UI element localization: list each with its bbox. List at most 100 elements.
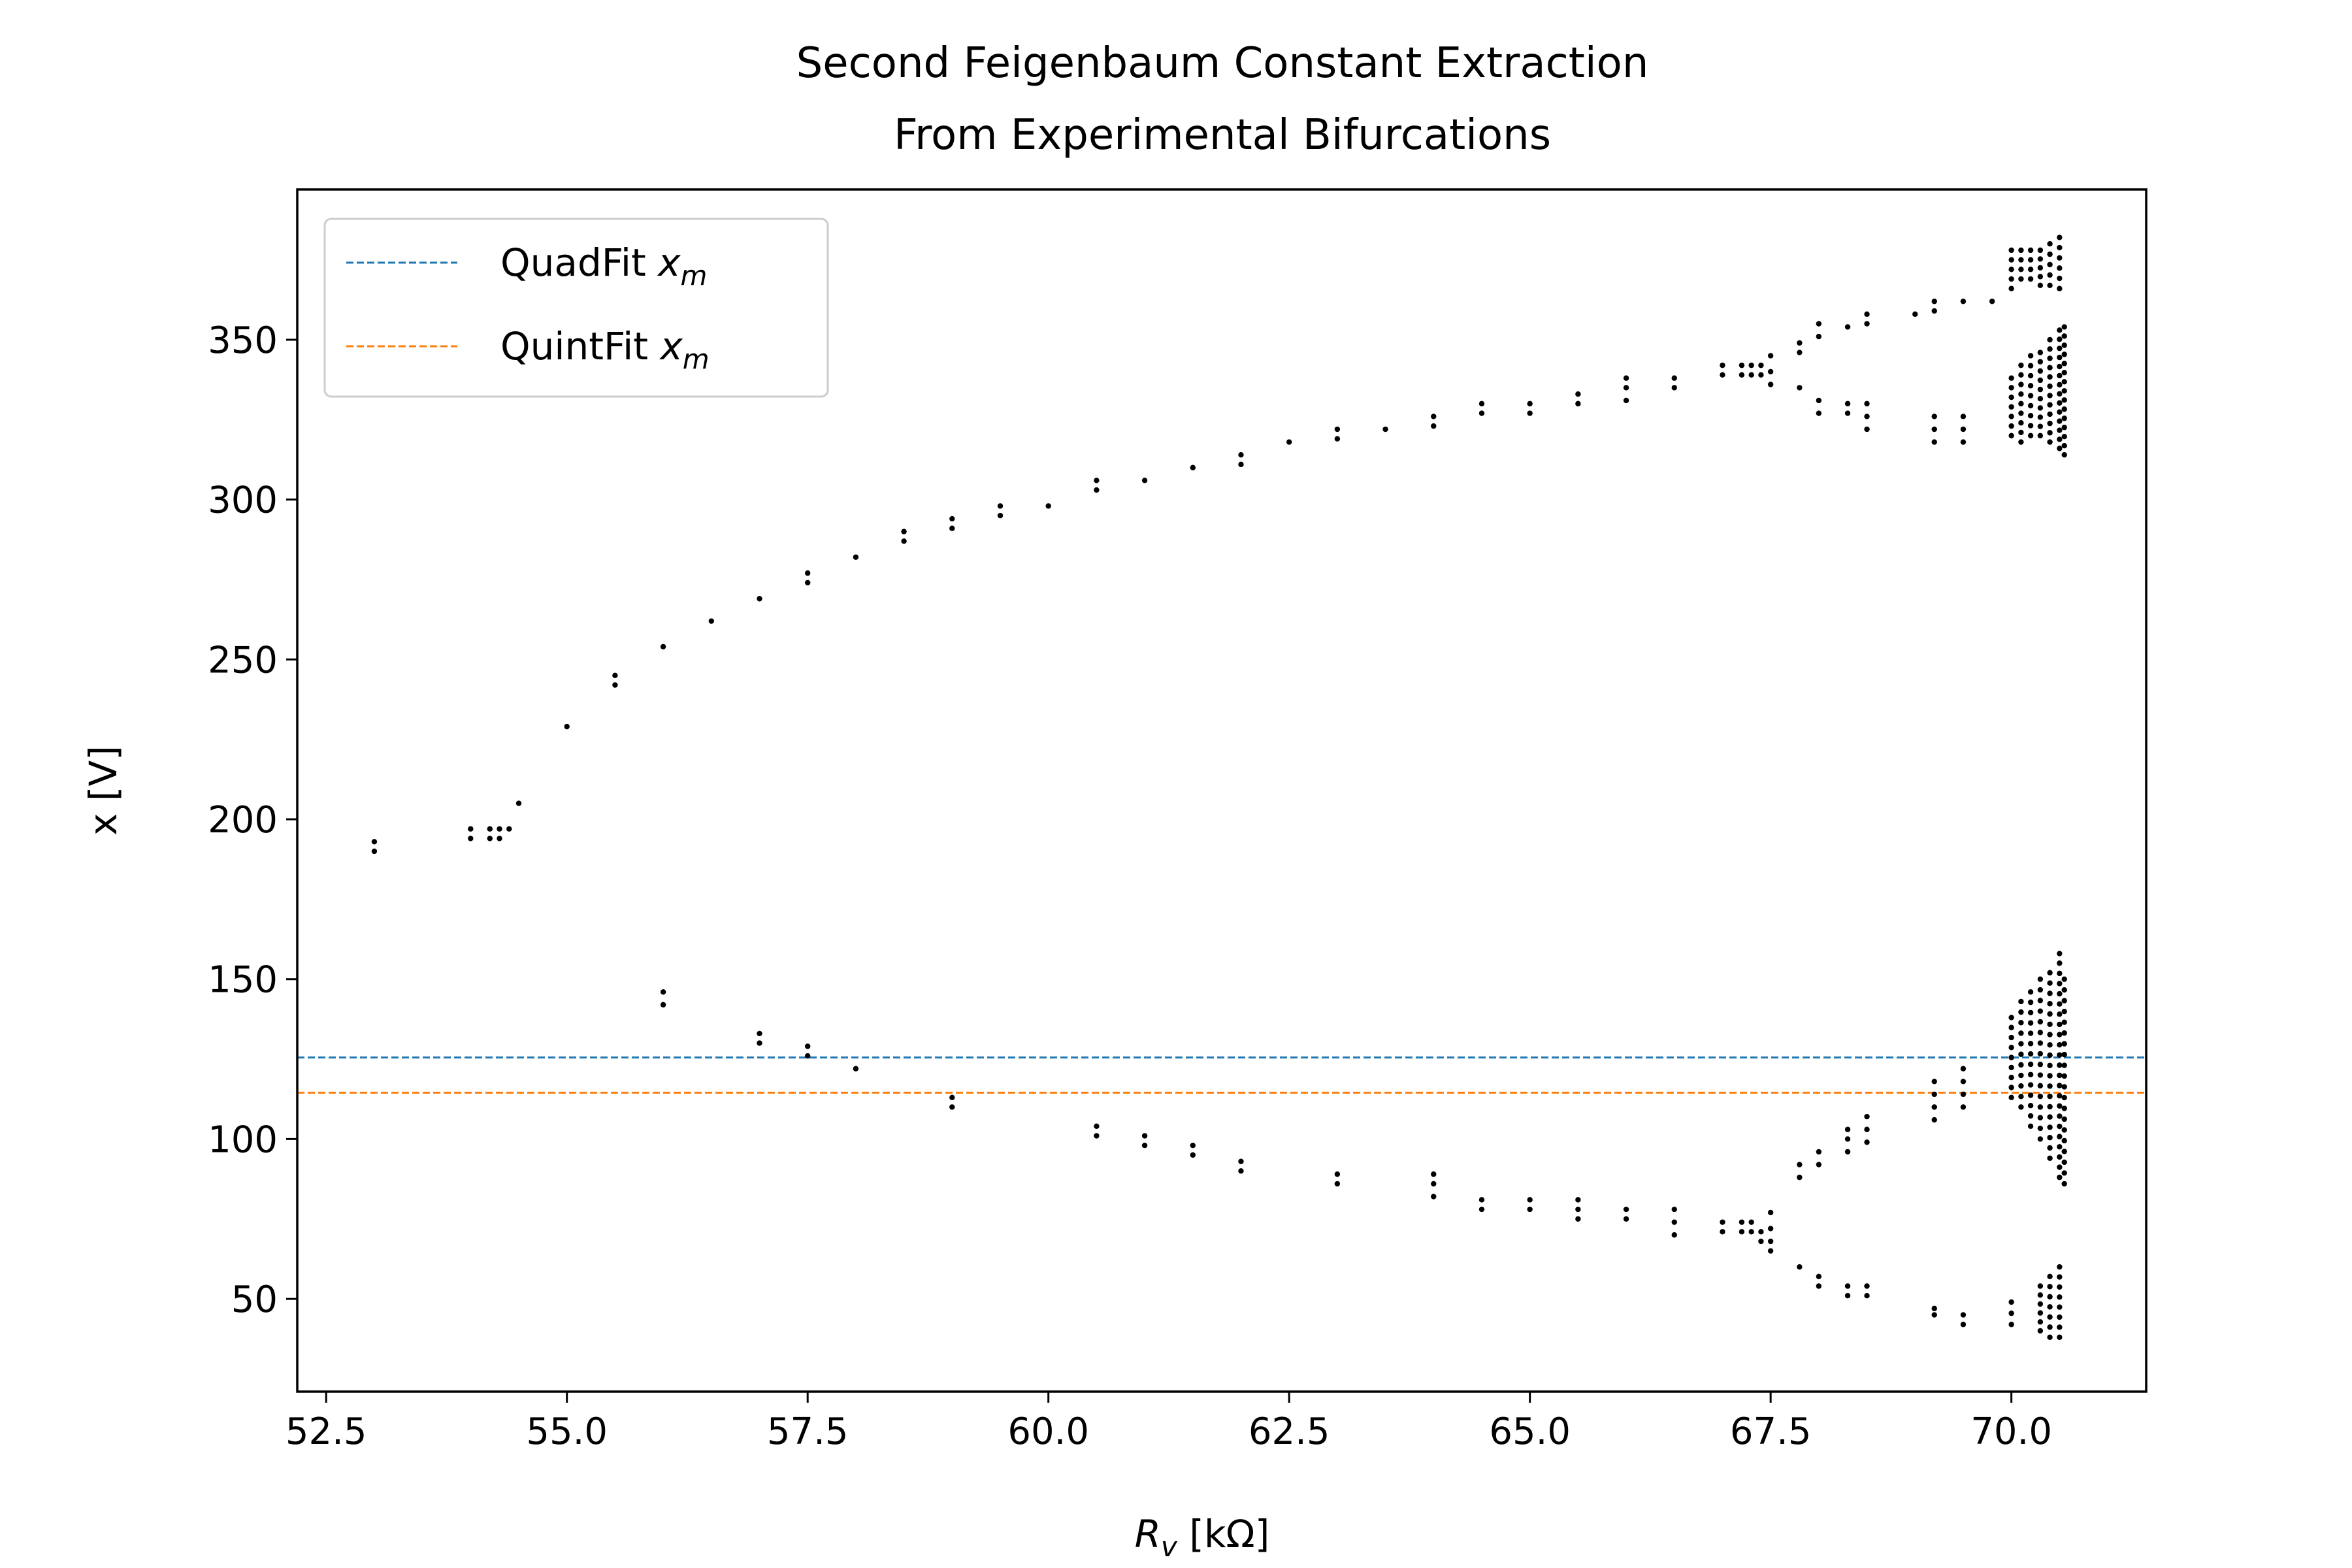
data-point [2047,1093,2053,1100]
data-point [1720,1229,1725,1235]
data-point [1748,372,1754,378]
data-point [2047,1273,2053,1280]
data-point [2057,970,2063,977]
x-tick-label: 57.5 [767,1411,849,1453]
data-point [757,1030,762,1037]
data-point [1671,1232,1677,1238]
data-point [1797,1162,1803,1168]
data-point [2008,414,2014,419]
data-point [2061,324,2067,330]
data-point [2037,359,2044,365]
data-point [1797,385,1803,391]
data-point [1816,1283,1822,1289]
data-point [2057,1062,2063,1068]
data-point [2057,418,2063,424]
data-point [2061,1008,2067,1015]
y-tick-label: 300 [208,480,278,522]
chart-title-line-1: Second Feigenbaum Constant Extraction [796,39,1649,88]
data-point [2037,1292,2044,1298]
data-point [1960,426,1967,433]
data-point [2008,276,2014,282]
data-point [2018,276,2024,282]
data-point [2057,981,2063,987]
data-point [2057,382,2063,388]
data-point [2027,1103,2034,1109]
data-point [2047,393,2053,399]
data-point [1960,1322,1967,1328]
data-point [2027,1020,2034,1026]
data-point [2057,1284,2063,1290]
data-point [2027,1030,2034,1036]
legend-label-quintfit-main: QuintFit [500,324,660,368]
data-point [2027,1113,2034,1119]
data-point [2047,1052,2053,1058]
data-point [2018,267,2024,272]
data-point [2047,1073,2053,1079]
data-point [2018,1083,2024,1089]
data-point [2027,1123,2034,1130]
data-point [1478,400,1485,407]
data-point [1431,1171,1437,1177]
data-point [2061,998,2067,1004]
data-point [2061,351,2067,357]
data-point [1238,1168,1244,1174]
data-point [1575,1216,1581,1222]
data-point [2047,1001,2053,1007]
data-point [2057,1001,2063,1007]
data-point [1094,1123,1100,1130]
data-point [1960,299,1967,304]
data-point [2027,433,2034,439]
data-point [2037,396,2044,402]
data-point [1739,372,1745,378]
data-point [506,826,512,832]
data-point [2037,1062,2044,1068]
data-point [2061,1116,2067,1122]
data-point [1478,1206,1485,1213]
data-point [2008,1299,2014,1305]
data-point [1931,308,1937,314]
data-point [1739,362,1745,368]
data-point [949,525,955,531]
data-point [2057,1154,2063,1160]
data-point [515,800,522,806]
data-point [1960,1104,1967,1110]
data-point [853,554,859,560]
data-point [2008,404,2014,410]
data-point [1286,439,1292,445]
data-point [2047,1155,2053,1161]
data-point [1797,340,1803,346]
data-point [1334,1171,1341,1177]
x-tick-label: 62.5 [1249,1411,1330,1453]
data-point [468,836,474,841]
data-point [1671,375,1677,381]
data-point [1864,1113,1870,1120]
data-point [2027,383,2034,389]
data-point [2061,1181,2067,1187]
data-point [1816,321,1822,327]
data-point [1431,1181,1437,1187]
data-point [1816,1273,1822,1280]
data-point [1141,478,1148,483]
data-point [2018,439,2024,445]
data-point [1767,368,1774,375]
data-point [2047,1324,2053,1330]
data-point [2061,333,2067,339]
data-point [2027,247,2034,253]
data-point [949,1104,955,1110]
data-point [2037,976,2044,982]
data-point [2047,355,2053,361]
data-point [1720,362,1725,368]
data-point [1960,1066,1967,1071]
y-tick-label: 50 [231,1279,278,1321]
data-point [2061,1127,2067,1133]
data-point [2027,276,2034,282]
legend-label-quadfit-sub: m [681,259,708,291]
data-point [2047,1062,2053,1069]
data-point [2047,365,2053,370]
data-point [2008,423,2014,429]
data-point [2037,1040,2044,1046]
data-point [2027,413,2034,419]
data-point [2037,414,2044,420]
data-point [1527,1197,1533,1203]
data-point [2061,976,2067,982]
